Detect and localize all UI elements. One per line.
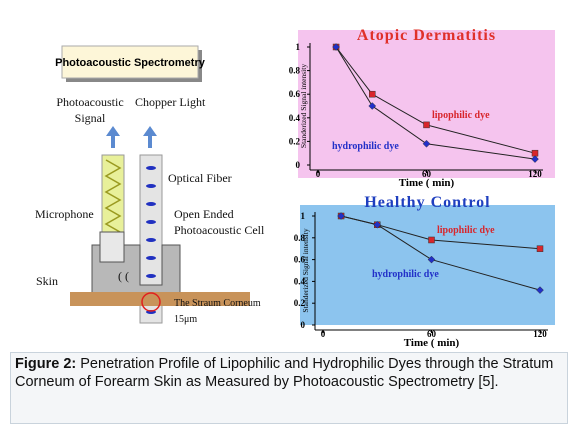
chart-title: Atopic Dermatitis xyxy=(357,27,496,44)
label: The Straum Corneum xyxy=(174,298,261,309)
label: 15μm xyxy=(174,314,197,325)
zigzag xyxy=(104,159,122,233)
point xyxy=(368,102,377,110)
y-tick-label: 0.4 xyxy=(289,113,301,123)
label: Signal xyxy=(75,111,106,125)
y-tick-label: 1 xyxy=(296,42,301,52)
x-axis-label: Time ( min) xyxy=(404,337,460,349)
x-axis-label: Time ( min) xyxy=(399,177,455,189)
point xyxy=(332,43,340,51)
label: Open Ended xyxy=(174,207,234,221)
series-line xyxy=(340,215,541,291)
title-box xyxy=(61,45,199,79)
y-tick-label: 0.6 xyxy=(294,255,306,265)
point xyxy=(428,236,435,244)
series-label: lipophilic dye xyxy=(437,225,495,236)
series-label: lipophilic dye xyxy=(432,110,490,121)
x-tick-label: 60 xyxy=(422,169,432,179)
plot-background xyxy=(298,30,555,178)
label: Chopper Light xyxy=(135,95,206,109)
label: Skin xyxy=(36,274,58,288)
y-tick-label: 1 xyxy=(301,211,306,221)
label: Photoacoustic xyxy=(56,95,123,109)
y-tick-label: 0.2 xyxy=(294,298,306,308)
point xyxy=(373,220,382,229)
arrow xyxy=(143,126,157,148)
y-tick-label: 0.8 xyxy=(289,66,301,76)
arrow xyxy=(106,126,120,148)
highlight xyxy=(141,292,161,312)
x-tick-label: 60 xyxy=(427,329,437,339)
y-tick-label: 0 xyxy=(296,160,301,170)
y-axis-label: Standerized Signal intensity xyxy=(299,64,308,148)
x-tick-label: 0 xyxy=(316,169,321,179)
chart-title: Healthy Control xyxy=(364,194,490,211)
signal-fiber xyxy=(101,154,125,236)
point xyxy=(536,245,544,252)
y-axis-label: Standerized Signal intensity xyxy=(301,228,310,312)
point xyxy=(369,90,376,98)
point xyxy=(337,212,345,220)
diagram-title: Photoacoustic Spectrometry xyxy=(55,57,206,69)
point xyxy=(531,155,539,163)
y-tick-label: 0.4 xyxy=(294,276,306,286)
wave: ( ( xyxy=(118,269,129,283)
series-label: hydrophilic dye xyxy=(332,141,399,152)
series-label: hydrophilic dye xyxy=(372,269,439,280)
label: Photoacoustic Cell xyxy=(174,223,265,237)
caption-text: Penetration Profile of Lipophilic and Hy… xyxy=(15,356,554,390)
y-tick-label: 0.2 xyxy=(289,136,301,146)
x-tick-label: 0 xyxy=(321,329,326,339)
point xyxy=(422,139,431,148)
label: Optical Fiber xyxy=(168,171,232,185)
y-tick-label: 0 xyxy=(301,320,306,330)
series-line xyxy=(335,46,536,154)
series-line xyxy=(335,46,536,160)
figure: Photoacoustic Spectrometry Photoacoustic… xyxy=(35,27,555,349)
y-tick-label: 0.6 xyxy=(289,89,301,99)
point xyxy=(536,286,544,294)
caption: Figure 2: Penetration Profile of Lipophi… xyxy=(10,352,568,424)
y-tick-label: 0.8 xyxy=(294,233,306,243)
x-tick-label: 120 xyxy=(533,329,547,339)
plot-background xyxy=(300,205,555,325)
microphone xyxy=(99,231,125,263)
label: Microphone xyxy=(35,207,94,221)
point xyxy=(427,255,436,264)
point xyxy=(423,121,430,129)
x-tick-label: 120 xyxy=(528,169,542,179)
caption-label: Figure 2: xyxy=(15,356,77,372)
